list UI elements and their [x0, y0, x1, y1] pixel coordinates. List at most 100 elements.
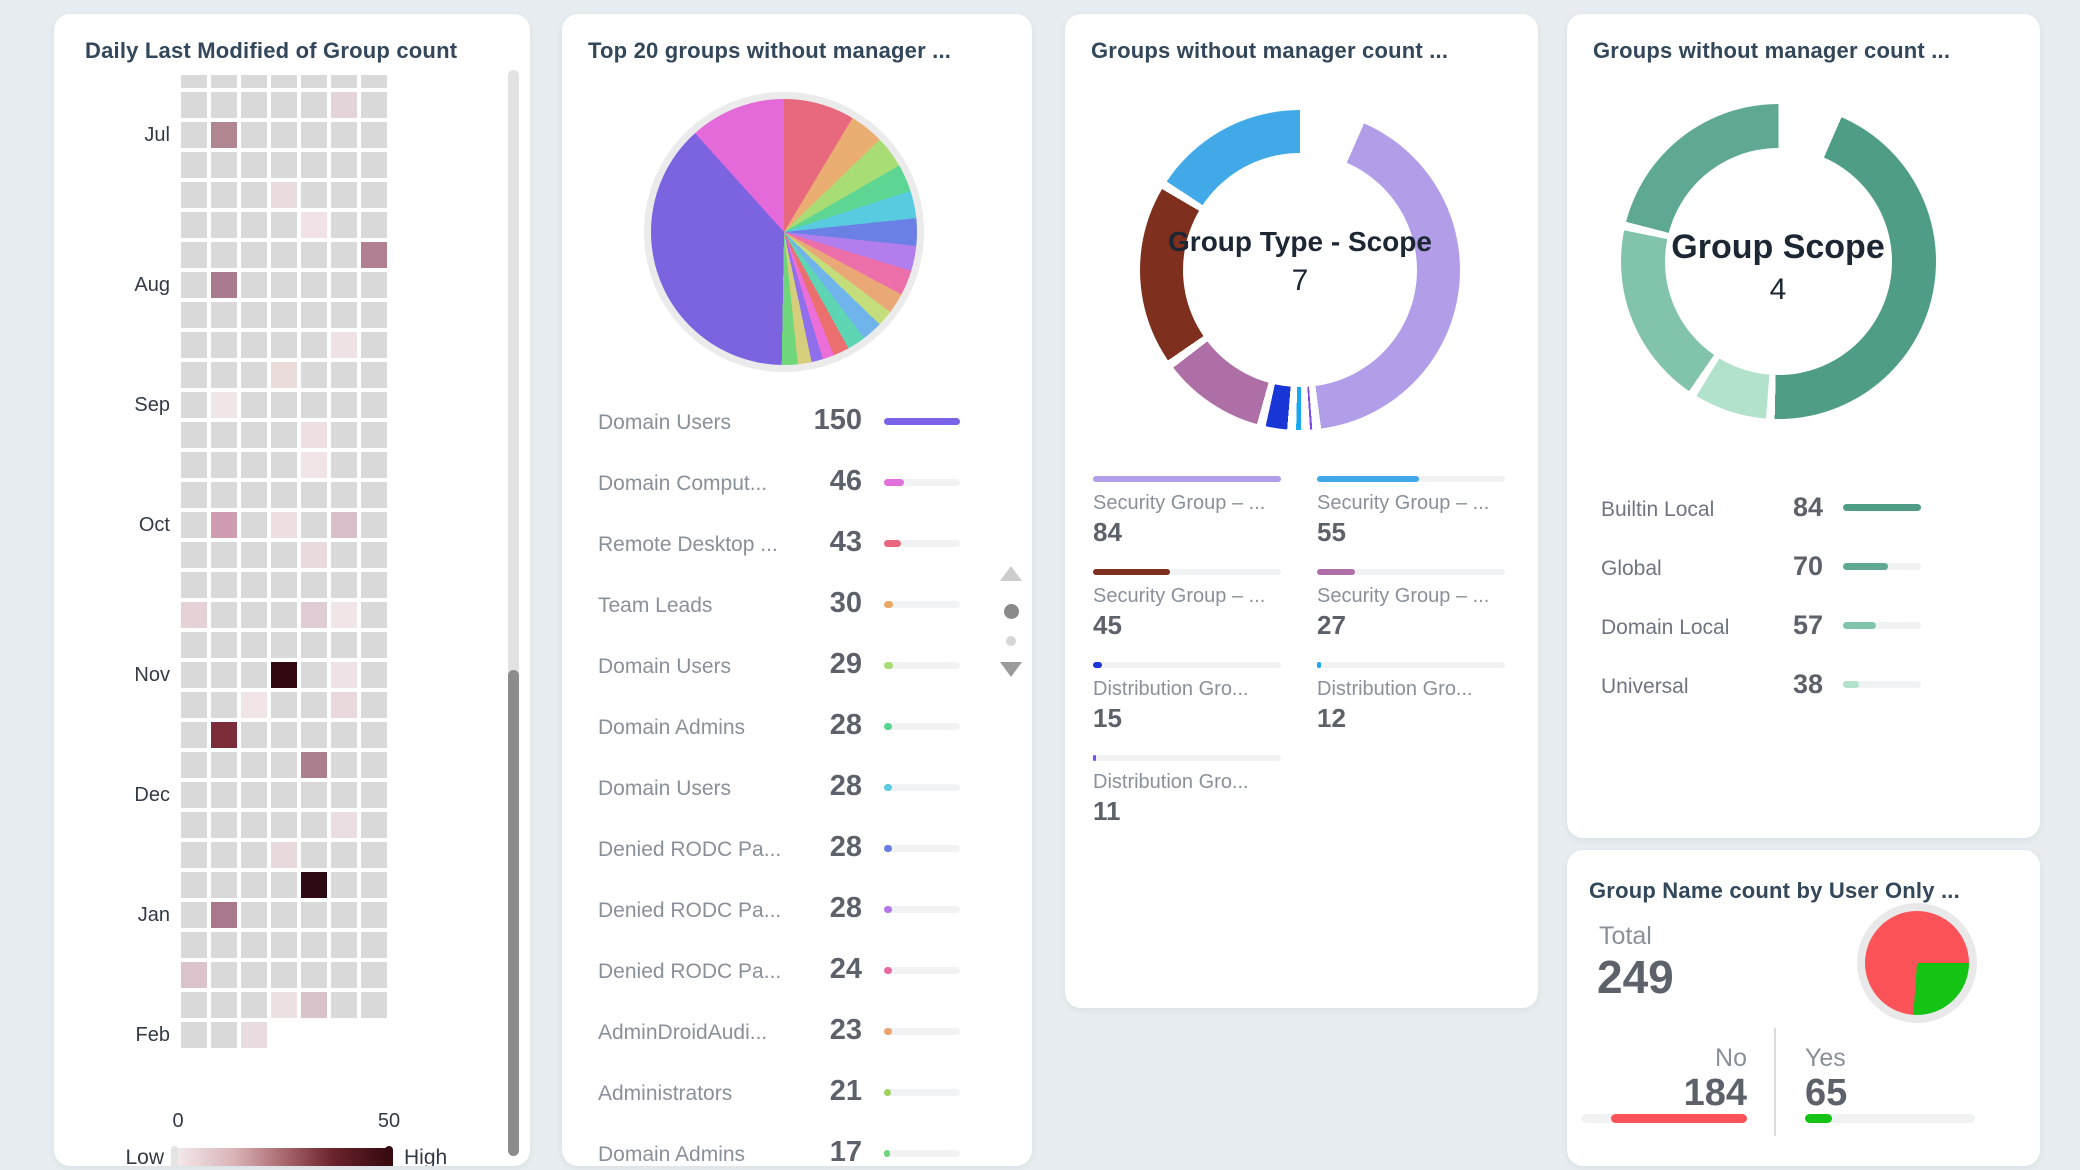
heatmap-cell[interactable]	[361, 842, 387, 868]
heatmap-cell[interactable]	[271, 842, 297, 868]
heatmap-cell[interactable]	[361, 302, 387, 328]
heatmap-cell[interactable]	[181, 152, 207, 178]
heatmap-cell[interactable]	[361, 542, 387, 568]
heatmap-cell[interactable]	[331, 362, 357, 388]
legend-item[interactable]: Security Group – ... 45	[1093, 569, 1281, 641]
heatmap-cell[interactable]	[361, 452, 387, 478]
heatmap-cell[interactable]	[211, 152, 237, 178]
heatmap-cell[interactable]	[241, 392, 267, 418]
heatmap-cell[interactable]	[181, 92, 207, 118]
heatmap-cell[interactable]	[331, 122, 357, 148]
heatmap-cell[interactable]	[241, 512, 267, 538]
heatmap-cell[interactable]	[211, 842, 237, 868]
heatmap-cell[interactable]	[331, 272, 357, 298]
heatmap-cell[interactable]	[271, 182, 297, 208]
heatmap-cell[interactable]	[361, 692, 387, 718]
heatmap-cell[interactable]	[181, 392, 207, 418]
heatmap-cell[interactable]	[361, 662, 387, 688]
heatmap-cell[interactable]	[181, 272, 207, 298]
heatmap-cell[interactable]	[241, 992, 267, 1018]
top20-list-item[interactable]: Domain Users 150	[562, 400, 1032, 450]
heatmap-cell[interactable]	[361, 362, 387, 388]
heatmap-cell[interactable]	[181, 122, 207, 148]
carousel-down-icon[interactable]	[1000, 662, 1022, 677]
heatmap-cell[interactable]	[271, 572, 297, 598]
heatmap-cell[interactable]	[241, 722, 267, 748]
heatmap-cell[interactable]	[301, 752, 327, 778]
heatmap-cell[interactable]	[331, 992, 357, 1018]
heatmap-cell[interactable]	[211, 572, 237, 598]
heatmap-cell[interactable]	[181, 212, 207, 238]
heatmap-cell[interactable]	[331, 962, 357, 988]
top20-list-item[interactable]: Domain Admins 17	[562, 1132, 1032, 1166]
legend-row[interactable]: Domain Local 57	[1593, 610, 2013, 650]
heatmap-cell[interactable]	[331, 902, 357, 928]
heatmap-cell[interactable]	[331, 302, 357, 328]
heatmap-cell[interactable]	[211, 512, 237, 538]
heatmap-cell[interactable]	[211, 362, 237, 388]
heatmap-cell[interactable]	[331, 182, 357, 208]
heatmap-cell[interactable]	[211, 332, 237, 358]
heatmap-cell[interactable]	[331, 872, 357, 898]
top20-list-item[interactable]: Denied RODC Pa... 28	[562, 888, 1032, 938]
heatmap-cell[interactable]	[301, 602, 327, 628]
heatmap-cell[interactable]	[211, 422, 237, 448]
heatmap-cell[interactable]	[301, 122, 327, 148]
heatmap-cell[interactable]	[211, 782, 237, 808]
heatmap-cell[interactable]	[181, 902, 207, 928]
heatmap-cell[interactable]	[211, 872, 237, 898]
heatmap-cell[interactable]	[271, 422, 297, 448]
heatmap-cell[interactable]	[301, 992, 327, 1018]
heatmap-cell[interactable]	[181, 692, 207, 718]
heatmap-cell[interactable]	[181, 302, 207, 328]
heatmap-cell[interactable]	[241, 75, 267, 88]
heatmap-cell[interactable]	[181, 182, 207, 208]
heatmap-cell[interactable]	[331, 602, 357, 628]
top20-list-item[interactable]: Domain Admins 28	[562, 705, 1032, 755]
heatmap-cell[interactable]	[361, 812, 387, 838]
top20-list-item[interactable]: Team Leads 30	[562, 583, 1032, 633]
heatmap-cell[interactable]	[301, 152, 327, 178]
heatmap-cell[interactable]	[181, 662, 207, 688]
heatmap-cell[interactable]	[181, 962, 207, 988]
heatmap-cell[interactable]	[271, 812, 297, 838]
heatmap-cell[interactable]	[271, 122, 297, 148]
heatmap-cell[interactable]	[271, 92, 297, 118]
heatmap-cell[interactable]	[361, 482, 387, 508]
heatmap-cell[interactable]	[181, 932, 207, 958]
heatmap-cell[interactable]	[331, 512, 357, 538]
heatmap-cell[interactable]	[271, 932, 297, 958]
heatmap-cell[interactable]	[331, 242, 357, 268]
heatmap-cell[interactable]	[241, 572, 267, 598]
heatmap-cell[interactable]	[181, 452, 207, 478]
legend-row[interactable]: Builtin Local 84	[1593, 492, 2013, 532]
heatmap-cell[interactable]	[361, 332, 387, 358]
top20-list-item[interactable]: Domain Comput... 46	[562, 461, 1032, 511]
heatmap-cell[interactable]	[331, 422, 357, 448]
heatmap-cell[interactable]	[181, 752, 207, 778]
heatmap-cell[interactable]	[241, 692, 267, 718]
heatmap-cell[interactable]	[271, 752, 297, 778]
heatmap-cell[interactable]	[181, 992, 207, 1018]
heatmap-cell[interactable]	[301, 512, 327, 538]
heatmap-cell[interactable]	[181, 842, 207, 868]
heatmap-cell[interactable]	[301, 812, 327, 838]
heatmap-cell[interactable]	[211, 212, 237, 238]
heatmap-cell[interactable]	[331, 782, 357, 808]
scrollbar-track[interactable]	[508, 70, 519, 1156]
top20-list-item[interactable]: Remote Desktop ... 43	[562, 522, 1032, 572]
heatmap-cell[interactable]	[271, 212, 297, 238]
heatmap-cell[interactable]	[361, 152, 387, 178]
heatmap-cell[interactable]	[241, 242, 267, 268]
heatmap-cell[interactable]	[241, 932, 267, 958]
heatmap-cell[interactable]	[331, 212, 357, 238]
legend-row[interactable]: Universal 38	[1593, 669, 2013, 709]
heatmap-cell[interactable]	[361, 602, 387, 628]
heatmap-cell[interactable]	[361, 75, 387, 88]
top20-list-item[interactable]: Denied RODC Pa... 24	[562, 949, 1032, 999]
heatmap-cell[interactable]	[331, 92, 357, 118]
heatmap-cell[interactable]	[361, 512, 387, 538]
top20-list-item[interactable]: Denied RODC Pa... 28	[562, 827, 1032, 877]
heatmap-cell[interactable]	[241, 752, 267, 778]
heatmap-cell[interactable]	[271, 75, 297, 88]
